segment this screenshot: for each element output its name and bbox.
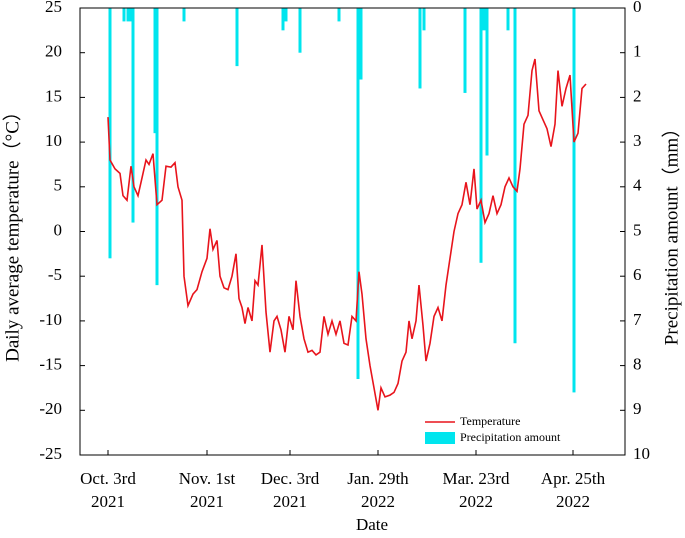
- precip-bar: [359, 8, 363, 80]
- y-tick-label: -25: [39, 444, 62, 463]
- y2-tick-label: 6: [633, 265, 642, 284]
- y-tick-label: 20: [45, 42, 62, 61]
- x-tick-label-line: Oct. 3rd: [80, 469, 136, 488]
- y2-tick-label: 7: [633, 310, 642, 329]
- x-tick-label-line: 2021: [273, 492, 307, 511]
- x-tick-label-line: 2021: [190, 492, 224, 511]
- precip-bar: [235, 8, 239, 67]
- precip-bar: [155, 8, 159, 286]
- x-tick-label-line: Apr. 25th: [541, 469, 606, 488]
- x-axis-label: Date: [356, 515, 388, 534]
- precip-bar: [513, 8, 517, 344]
- precip-bar: [356, 8, 360, 380]
- x-tick-label-line: 2022: [459, 492, 493, 511]
- y-tick-label: -15: [39, 355, 62, 374]
- x-tick-label-line: 2022: [361, 492, 395, 511]
- y2-tick-label: 0: [633, 0, 642, 16]
- precip-bar: [463, 8, 467, 93]
- precip-bar: [281, 8, 285, 31]
- temperature-line: [107, 58, 587, 411]
- x-tick-label-line: 2021: [91, 492, 125, 511]
- precip-bar: [129, 8, 133, 22]
- x-tick-label: Dec. 3rd 2021: [261, 469, 320, 511]
- y-tick-label: 0: [54, 220, 63, 239]
- precip-bar: [422, 8, 426, 31]
- legend-label: Temperature: [460, 414, 520, 428]
- y2-tick-label: 9: [633, 399, 642, 418]
- y2-tick-label: 10: [633, 444, 650, 463]
- x-tick-label: Oct. 3rd 2021: [80, 469, 136, 511]
- precip-bar: [418, 8, 422, 89]
- x-tick-label-line: Jan. 29th: [347, 469, 409, 488]
- legend-swatch: [425, 432, 455, 444]
- y-tick-label: -10: [39, 310, 62, 329]
- precip-bar: [506, 8, 510, 31]
- precip-bar: [153, 8, 157, 134]
- x-tick-label-line: 2022: [556, 492, 590, 511]
- precip-bar: [482, 8, 486, 31]
- precip-bar: [479, 8, 483, 263]
- y2-tick-label: 1: [633, 42, 642, 61]
- precip-bar: [298, 8, 302, 53]
- precip-bar: [572, 8, 576, 393]
- precip-bar: [122, 8, 126, 22]
- precip-bar: [131, 8, 135, 223]
- x-tick-label: Apr. 25th 2022: [541, 469, 606, 511]
- y2-tick-label: 4: [633, 176, 642, 195]
- precip-bar: [337, 8, 341, 22]
- y2-axis-label: Precipitation amount（mm）: [660, 119, 682, 345]
- y2-tick-label: 5: [633, 220, 642, 239]
- y-tick-label: 25: [45, 0, 62, 16]
- y-tick-label: -5: [48, 265, 62, 284]
- x-tick-label: Mar. 23rd 2022: [442, 469, 510, 511]
- y2-tick-label: 8: [633, 355, 642, 374]
- precip-bar: [126, 8, 130, 22]
- plot-frame: [79, 7, 626, 456]
- y-axis-label: Daily average temperature（°C）: [1, 102, 23, 362]
- precip-bar: [284, 8, 288, 22]
- y2-tick-label: 3: [633, 131, 642, 150]
- y-tick-label: 10: [45, 131, 62, 150]
- legend-label: Precipitation amount: [460, 430, 561, 444]
- precip-bar: [108, 8, 112, 259]
- y-tick-label: 5: [54, 176, 63, 195]
- x-tick-label-line: Dec. 3rd: [261, 469, 320, 488]
- y-tick-label: -20: [39, 399, 62, 418]
- x-tick-label: Jan. 29th 2022: [347, 469, 409, 511]
- y2-tick-label: 2: [633, 86, 642, 105]
- y-tick-label: 15: [45, 86, 62, 105]
- x-tick-label-line: Nov. 1st: [179, 469, 236, 488]
- precip-bar: [182, 8, 186, 22]
- x-tick-label-line: Mar. 23rd: [442, 469, 510, 488]
- x-tick-label: Nov. 1st 2021: [179, 469, 236, 511]
- precip-bar: [485, 8, 489, 156]
